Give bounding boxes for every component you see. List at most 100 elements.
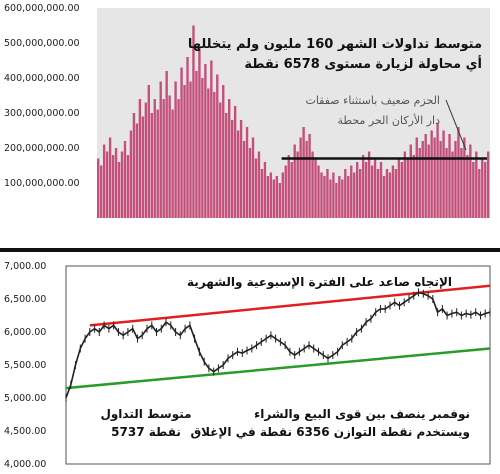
volume-bar — [344, 169, 347, 218]
volume-bar — [138, 99, 142, 218]
index-line — [65, 291, 491, 399]
y-tick-label: 100,000,000.00 — [4, 178, 80, 189]
volume-bar — [451, 151, 454, 218]
volume-bar — [427, 144, 430, 218]
volume-bar — [311, 151, 314, 218]
volume-bar — [487, 151, 490, 218]
annotation-balance-point: ويستخدم نقطة التوازن 6356 نقطة في الإغلا… — [190, 425, 470, 440]
volume-bar — [129, 130, 133, 218]
volume-bar — [207, 88, 210, 218]
y-tick-label: 5,000.00 — [4, 393, 46, 404]
volume-bar — [198, 46, 201, 218]
volume-bar — [290, 162, 293, 218]
volume-bar — [350, 165, 353, 218]
volume-bar — [242, 141, 246, 218]
volume-bar — [308, 134, 311, 218]
volume-bar — [305, 141, 308, 218]
y-tick-label: 6,500.00 — [4, 294, 46, 305]
volume-bar — [99, 165, 103, 218]
volume-bar — [379, 162, 383, 218]
volume-bar — [406, 158, 410, 218]
annotation-monthly-average: متوسط تداولات الشهر 160 مليون ولم يتخلله… — [188, 37, 482, 52]
annotation-avg-trading-value: 5737 نقطة — [111, 425, 181, 439]
volume-bar — [254, 158, 258, 218]
y-tick-label: 300,000,000.00 — [4, 108, 80, 119]
volume-bar — [135, 123, 139, 218]
volume-bar — [147, 85, 150, 218]
volume-bar — [225, 113, 228, 218]
annotation-arrow — [445, 99, 467, 151]
volume-bar — [239, 120, 243, 218]
volume-bar — [376, 169, 380, 218]
volume-bar — [186, 57, 189, 218]
volume-bar — [341, 179, 344, 218]
volume-chart-panel: 100,000,000.00 200,000,000.00 300,000,000.… — [4, 3, 490, 218]
volume-bar — [454, 141, 457, 218]
annotation-dar-alarkan: دار الأركان الحر محطة — [337, 113, 440, 127]
volume-bar — [430, 130, 433, 218]
volume-bar — [180, 67, 183, 218]
volume-bar — [412, 155, 415, 218]
volume-bar — [320, 172, 323, 218]
volume-bar — [177, 99, 180, 218]
y-tick-label: 600,000,000.00 — [4, 3, 80, 14]
volume-bar — [144, 102, 148, 218]
lower-trendline — [65, 347, 491, 390]
volume-bar — [213, 92, 216, 218]
volume-bar — [460, 148, 463, 218]
volume-bar — [159, 81, 162, 218]
volume-bar — [370, 165, 374, 218]
index-chart-panel: 4,000.00 4,500.00 5,000.00 5,500.00 6,000.00… — [0, 248, 500, 474]
volume-bar — [364, 162, 368, 218]
volume-bar — [230, 120, 234, 218]
volume-bar — [111, 155, 115, 218]
y-tick-label: 6,000.00 — [4, 327, 46, 338]
volume-bar — [257, 151, 261, 218]
volume-bar — [463, 137, 466, 218]
volume-bar — [114, 148, 118, 218]
volume-bar — [338, 176, 341, 218]
volume-bar — [403, 151, 407, 218]
volume-bar — [314, 158, 317, 218]
y-tick-label: 5,500.00 — [4, 360, 46, 371]
volume-bar — [97, 158, 100, 218]
volume-bar — [445, 148, 448, 218]
volume-bar — [424, 134, 427, 218]
plot-area-frame — [65, 265, 491, 465]
volume-bar — [457, 127, 460, 218]
volume-bars — [97, 25, 490, 218]
volume-bar — [394, 169, 398, 218]
volume-bar — [472, 162, 475, 218]
volume-bar — [192, 25, 195, 218]
index-line-chart: 4,000.00 4,500.00 5,000.00 5,500.00 6,000.00… — [4, 261, 491, 470]
volume-bar — [281, 172, 284, 218]
volume-bar — [251, 137, 255, 218]
volume-bar — [168, 95, 171, 218]
y-tick-label: 4,000.00 — [4, 459, 46, 470]
volume-bar — [326, 169, 329, 218]
volume-bar — [442, 130, 445, 218]
volume-bar — [156, 109, 159, 218]
volume-bar — [317, 165, 320, 218]
volume-bar — [353, 172, 356, 218]
volume-bar — [293, 144, 296, 218]
volume-bar — [153, 99, 156, 218]
volume-bar — [335, 183, 338, 218]
volume-bar — [481, 158, 484, 218]
volume-bar — [260, 169, 264, 218]
volume-bar — [388, 172, 392, 218]
volume-bar — [397, 158, 401, 218]
volume-bar — [373, 158, 377, 218]
volume-bar — [204, 64, 207, 218]
volume-bar — [269, 172, 273, 218]
volume-bar — [219, 102, 222, 218]
annotation-level-attempt: أي محاولة لزيارة مستوى 6578 نقطة — [244, 55, 482, 72]
volume-bar — [266, 176, 270, 218]
volume-bar — [469, 144, 472, 218]
annotation-weak-volume: الحزم ضعيف باستثناء صفقات — [305, 94, 440, 107]
volume-bar — [123, 141, 127, 218]
volume-bar — [284, 165, 287, 218]
volume-bar — [391, 165, 395, 218]
volume-bar — [195, 71, 198, 218]
volume-bar — [436, 123, 439, 218]
